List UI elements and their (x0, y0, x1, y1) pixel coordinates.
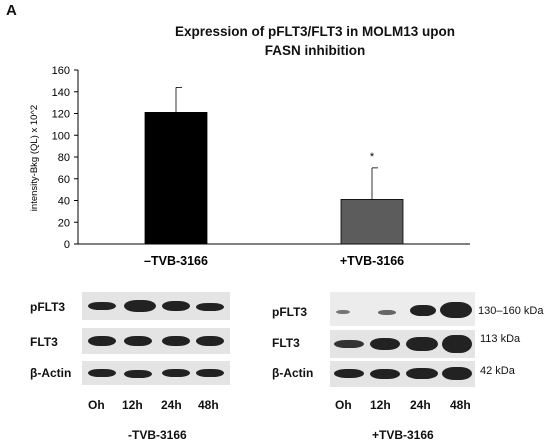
axes: 0 20 40 60 80 100 120 140 160 (52, 65, 470, 251)
time-label-24h-left: 24h (161, 398, 182, 412)
y-tick-label: 40 (58, 196, 70, 208)
bar-chart: intensity-Bkg (QL) x 10^2 0 20 40 60 80 100 12… (29, 65, 470, 268)
blot-image-pflt3-left (82, 292, 230, 320)
time-label-oh-right: Oh (335, 398, 352, 412)
blot-image-pflt3-right (330, 292, 475, 326)
panel-letter: A (6, 2, 17, 19)
y-tick-label: 80 (58, 152, 70, 164)
bars: –TVB-3166 * +TVB-3166 (144, 87, 404, 268)
blot-row-label-pflt3: pFLT3 (30, 300, 66, 314)
blot-row-label-flt3-right: FLT3 (272, 336, 300, 350)
chart-title-line-1: Expression of pFLT3/FLT3 in MOLM13 upon (175, 24, 455, 39)
condition-label-right: +TVB-3166 (372, 428, 434, 442)
blot-row-label-flt3: FLT3 (30, 335, 58, 349)
blot-image-flt3-right (330, 330, 475, 358)
y-tick-label: 0 (64, 239, 70, 251)
y-tick-label: 120 (52, 109, 70, 121)
bar (340, 199, 404, 245)
x-category-label: +TVB-3166 (340, 254, 404, 268)
y-tick-label: 140 (52, 87, 70, 99)
blot-row-label-actin-right: β-Actin (272, 366, 314, 380)
blot-row-label-pflt3-right: pFLT3 (272, 305, 308, 319)
condition-label-left: -TVB-3166 (128, 428, 187, 442)
y-tick-label: 60 (58, 174, 70, 186)
chart-title-line-2: FASN inhibition (264, 43, 366, 58)
significance-marker: * (370, 151, 375, 163)
y-axis-label: intensity-Bkg (QL) x 10^2 (29, 105, 40, 211)
blot-row-label-actin: β-Actin (30, 366, 72, 380)
kda-label-actin: 42 kDa (480, 365, 515, 377)
time-label-48h-right: 48h (450, 398, 471, 412)
y-tick-label: 20 (58, 217, 70, 229)
bar (144, 112, 208, 245)
time-label-12h-right: 12h (370, 398, 391, 412)
time-label-oh-left: Oh (88, 398, 105, 412)
blot-image-actin-right (330, 361, 475, 387)
kda-label-pflt3: 130–160 kDa (478, 305, 544, 317)
x-category-label: –TVB-3166 (144, 254, 208, 268)
y-tick-label: 160 (52, 65, 70, 77)
kda-label-flt3: 113 kDa (480, 333, 521, 345)
time-label-12h-left: 12h (122, 398, 143, 412)
blot-image-flt3-left (82, 328, 230, 354)
y-tick-label: 100 (52, 130, 70, 142)
time-label-48h-left: 48h (198, 398, 219, 412)
time-label-24h-right: 24h (410, 398, 431, 412)
chart-title: Expression of pFLT3/FLT3 in MOLM13 upon … (150, 22, 480, 60)
blot-image-actin-left (82, 361, 230, 385)
